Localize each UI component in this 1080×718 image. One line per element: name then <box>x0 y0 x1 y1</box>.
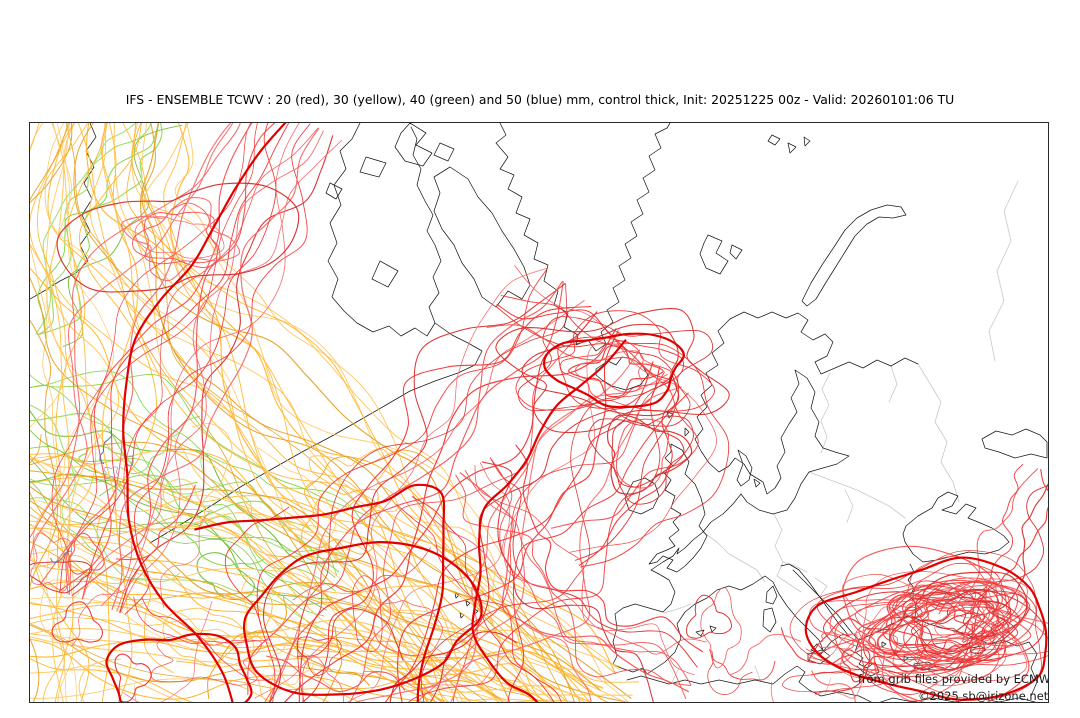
attribution-copyright: ©2025 sb@irizone.net <box>918 689 1048 702</box>
tcwv-ensemble-map: from grib files provided by ECMWF ©2025 … <box>30 123 1048 702</box>
map-title: IFS - ENSEMBLE TCWV : 20 (red), 30 (yell… <box>125 92 955 107</box>
map-frame: from grib files provided by ECMWF ©2025 … <box>29 122 1049 703</box>
attribution-source: from grib files provided by ECMWF <box>858 672 1048 686</box>
control-member-layer <box>105 123 1048 702</box>
country-borders-layer <box>663 180 1019 695</box>
ensemble-contours-layer <box>30 123 1048 702</box>
